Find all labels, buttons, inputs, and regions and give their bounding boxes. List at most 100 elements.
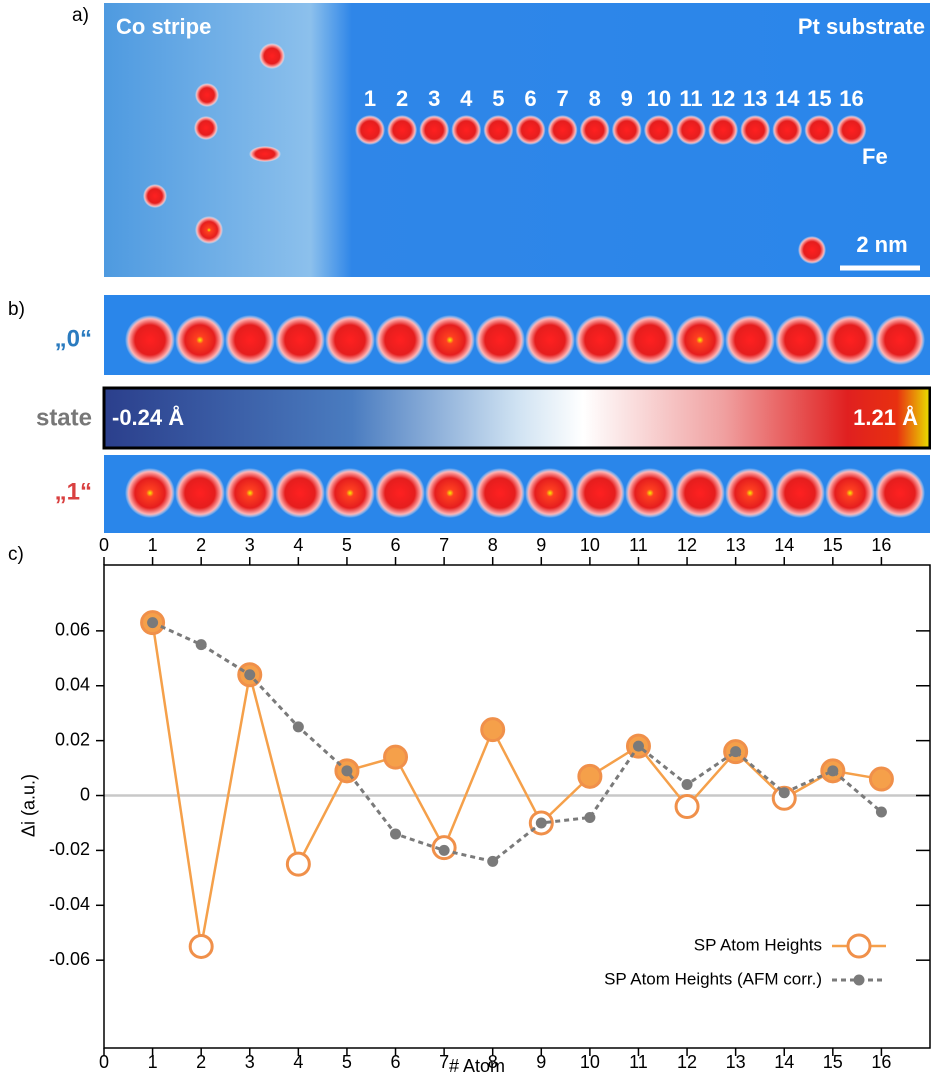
atom-state0 [525, 315, 575, 365]
atom-state0 [875, 315, 925, 365]
point [480, 717, 506, 743]
atom-label: 6 [524, 86, 536, 111]
y-tick-label: 0.06 [55, 620, 90, 640]
point [778, 787, 790, 799]
atom-label: 5 [492, 86, 504, 111]
point [292, 721, 304, 733]
panel-label: a) [72, 5, 89, 26]
y-tick-label: 0 [80, 784, 90, 804]
point [632, 740, 644, 752]
y-tick-label: 0.04 [55, 675, 90, 695]
x-tick-label: 0 [99, 1052, 109, 1072]
fe-atom [708, 115, 739, 145]
atom-state0 [325, 315, 375, 365]
plot-frame [103, 564, 931, 1049]
series-line [151, 621, 883, 864]
panel-label: c) [8, 544, 24, 565]
atom-state0 [175, 315, 225, 365]
x-tick-label: 1 [148, 1052, 158, 1072]
legend-label: SP Atom Heights [694, 935, 822, 954]
atom-label: 11 [679, 86, 702, 111]
point [875, 806, 887, 818]
x-tick-label: 4 [293, 1052, 303, 1072]
x-tick-label-top: 2 [196, 535, 206, 555]
atom-label: 1 [364, 86, 376, 111]
adatom [798, 236, 826, 264]
x-tick-label: 8 [488, 1052, 498, 1072]
atom-label: 8 [589, 86, 601, 111]
x-tick-label-top: 8 [488, 535, 498, 555]
point [390, 828, 402, 840]
fe-atom [547, 115, 578, 145]
x-tick-label-top: 14 [774, 535, 794, 555]
y-tick-label: -0.06 [49, 949, 90, 969]
atom-state1 [825, 468, 875, 518]
atom-label: 2 [396, 86, 408, 111]
x-axis-label: # Atom [449, 1056, 505, 1076]
point [681, 779, 693, 791]
point [674, 794, 700, 819]
state1-label: „1“ [55, 478, 92, 505]
atom-state0 [775, 315, 825, 365]
x-tick-label-top: 1 [148, 535, 158, 555]
x-tick-label: 5 [342, 1052, 352, 1072]
atom-state0 [225, 315, 275, 365]
fe-label: Fe [862, 144, 888, 169]
fe-atom [387, 115, 418, 145]
adatom [259, 43, 285, 69]
state0-label: „0“ [55, 325, 92, 352]
fe-atom [611, 115, 642, 145]
point [584, 811, 596, 823]
legend-marker [853, 974, 865, 986]
x-tick-label: 13 [726, 1052, 746, 1072]
atom-state1 [875, 468, 925, 518]
x-tick-label: 14 [774, 1052, 794, 1072]
x-tick-label-top: 7 [439, 535, 449, 555]
y-tick-label: -0.02 [49, 839, 90, 859]
atom-state0 [825, 315, 875, 365]
pt-label: Pt substrate [798, 14, 925, 39]
fe-atom [579, 115, 610, 145]
atom-state1 [325, 468, 375, 518]
point [244, 669, 256, 681]
x-tick-label: 7 [439, 1052, 449, 1072]
atom-label: 7 [556, 86, 568, 111]
fe-atom [676, 115, 706, 145]
panel-label: b) [8, 299, 25, 320]
x-tick-label-top: 9 [536, 535, 546, 555]
atom-state1 [675, 468, 725, 518]
co-label: Co stripe [116, 14, 211, 39]
atom-state1 [725, 468, 775, 518]
x-tick-label-top: 0 [99, 535, 109, 555]
x-tick-label: 9 [536, 1052, 546, 1072]
y-tick-label: -0.04 [49, 894, 90, 914]
state-label: state [36, 404, 92, 431]
colorbar [102, 386, 931, 450]
x-tick-label: 11 [629, 1052, 648, 1072]
x-tick-label: 10 [580, 1052, 600, 1072]
adatom [195, 216, 223, 244]
scale-label: 2 nm [856, 232, 907, 257]
stm-image [104, 3, 930, 277]
fe-atom [643, 115, 674, 145]
atom-state0 [575, 315, 625, 365]
point [438, 844, 450, 856]
atom-state0 [375, 315, 425, 365]
atom-label: 16 [839, 86, 863, 111]
point [147, 617, 159, 629]
atom-state1 [125, 468, 175, 518]
atom-state0 [475, 315, 525, 365]
x-tick-label: 6 [391, 1052, 401, 1072]
point [868, 766, 894, 792]
x-tick-label-top: 12 [677, 535, 697, 555]
adatom [249, 146, 281, 162]
x-tick-label-top: 10 [580, 535, 600, 555]
atom-state1 [375, 468, 425, 518]
legend-label: SP Atom Heights (AFM corr.) [604, 969, 822, 988]
atom-state1 [275, 468, 325, 518]
atom-state0 [275, 315, 325, 365]
x-tick-label: 3 [245, 1052, 255, 1072]
atom-state1 [625, 468, 675, 518]
point [188, 933, 214, 959]
x-tick-label-top: 11 [629, 535, 648, 555]
